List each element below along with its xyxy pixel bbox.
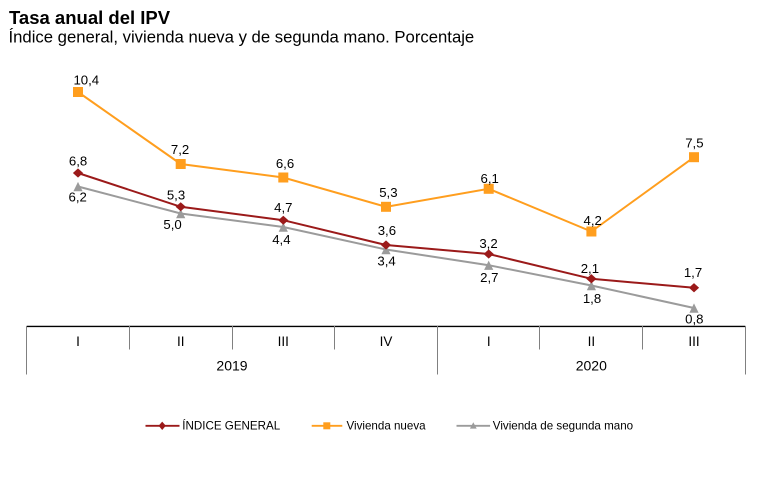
svg-text:6,8: 6,8 xyxy=(69,154,87,169)
svg-text:0,8: 0,8 xyxy=(685,311,703,326)
svg-text:1,8: 1,8 xyxy=(583,291,601,306)
svg-text:Vivienda nueva: Vivienda nueva xyxy=(347,420,427,433)
svg-text:ÍNDICE GENERAL: ÍNDICE GENERAL xyxy=(182,420,280,433)
svg-text:6,1: 6,1 xyxy=(481,171,499,186)
svg-text:Tasa anual del IPV: Tasa anual del IPV xyxy=(9,7,171,28)
svg-text:7,5: 7,5 xyxy=(685,136,703,151)
svg-text:I: I xyxy=(487,334,491,349)
svg-text:1,7: 1,7 xyxy=(684,265,702,280)
svg-text:2,7: 2,7 xyxy=(480,270,498,285)
svg-text:5,3: 5,3 xyxy=(167,187,185,202)
svg-text:4,4: 4,4 xyxy=(272,232,290,247)
svg-text:Índice general, vivienda nueva: Índice general, vivienda nueva y de segu… xyxy=(9,28,475,47)
svg-text:II: II xyxy=(177,334,185,349)
svg-text:III: III xyxy=(688,334,699,349)
svg-text:Vivienda de segunda mano: Vivienda de segunda mano xyxy=(493,420,633,433)
svg-text:3,4: 3,4 xyxy=(377,253,395,268)
svg-text:10,4: 10,4 xyxy=(73,73,99,88)
svg-text:IV: IV xyxy=(380,334,393,349)
svg-text:5,3: 5,3 xyxy=(379,185,397,200)
svg-text:III: III xyxy=(278,334,289,349)
svg-text:5,0: 5,0 xyxy=(163,217,181,232)
svg-text:6,6: 6,6 xyxy=(276,156,294,171)
svg-text:2019: 2019 xyxy=(216,358,247,374)
svg-text:II: II xyxy=(588,334,596,349)
svg-text:4,7: 4,7 xyxy=(274,200,292,215)
svg-text:3,2: 3,2 xyxy=(479,236,497,251)
svg-text:6,2: 6,2 xyxy=(69,190,87,205)
svg-text:2020: 2020 xyxy=(576,358,607,374)
svg-text:2,1: 2,1 xyxy=(581,261,599,276)
svg-text:7,2: 7,2 xyxy=(171,142,189,157)
svg-text:I: I xyxy=(76,334,80,349)
svg-text:3,6: 3,6 xyxy=(378,223,396,238)
svg-text:4,2: 4,2 xyxy=(584,213,602,228)
